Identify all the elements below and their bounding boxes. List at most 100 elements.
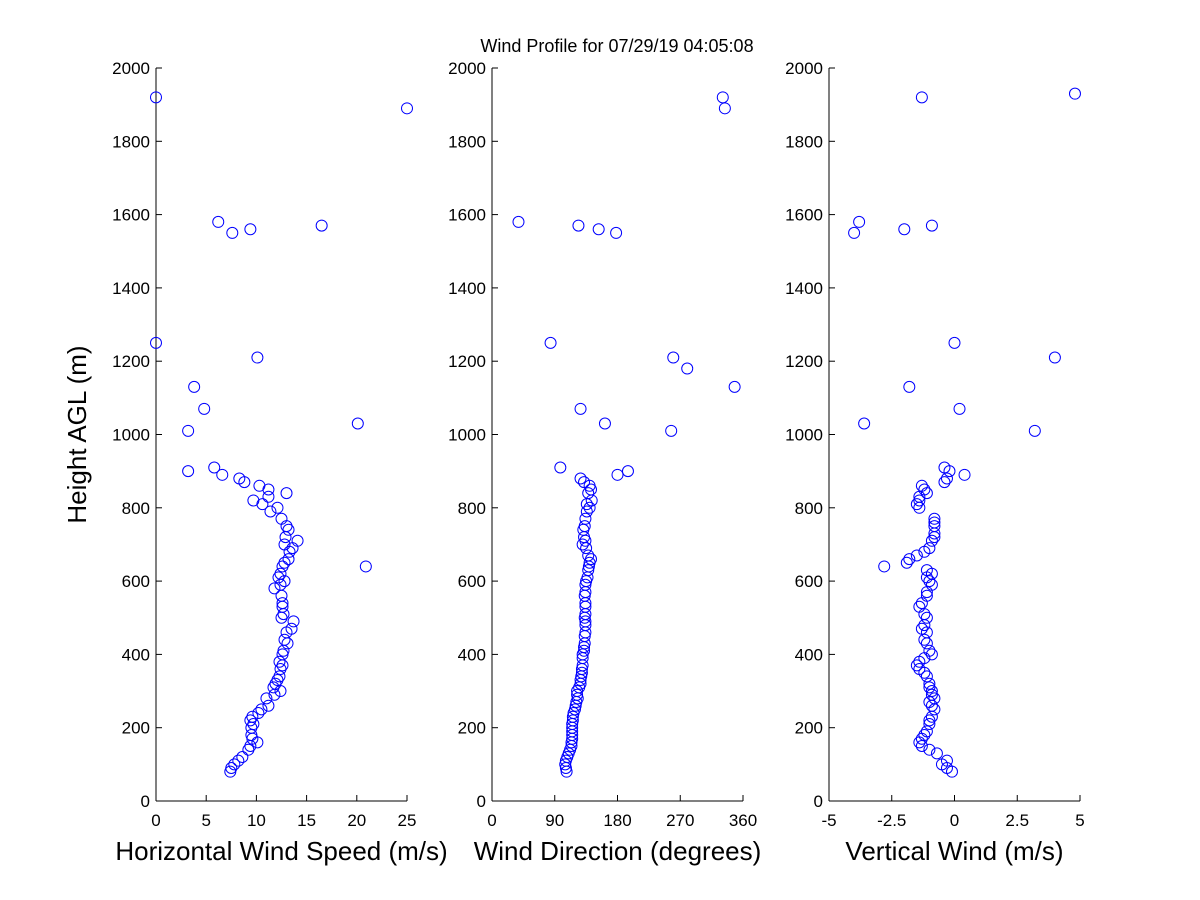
y-tick-label: 800 [122,499,150,518]
data-point [925,219,938,232]
data-point [900,556,913,569]
data-point [923,743,936,756]
data-point [572,219,585,232]
x-tick-label: 5 [201,811,210,830]
y-tick-label: 2000 [112,59,150,78]
data-point [925,534,938,547]
data-point [182,465,195,478]
data-point [256,498,269,511]
x-axis-label: Horizontal Wind Speed (m/s) [115,836,447,866]
data-point [212,215,225,228]
data-point [918,619,931,632]
y-tick-label: 1800 [785,132,823,151]
x-tick-label: 90 [545,811,564,830]
data-point [898,223,911,236]
data-point [918,633,931,646]
y-tick-label: 800 [795,499,823,518]
data-point [264,505,277,518]
data-point [281,637,294,650]
data-point [920,637,933,650]
data-series-direction [512,91,741,778]
data-point [915,740,928,753]
data-point [236,751,249,764]
data-point [262,483,275,496]
data-point [262,490,275,503]
data-point [583,556,596,569]
data-point [287,615,300,628]
data-point [251,736,264,749]
data-point [198,402,211,415]
data-point [903,553,916,566]
data-point [930,747,943,760]
data-point [570,696,583,709]
data-point [279,531,292,544]
data-point [583,501,596,514]
y-tick-label: 800 [458,499,486,518]
y-tick-label: 200 [795,719,823,738]
data-point [274,685,287,698]
data-point [728,380,741,393]
data-point [611,468,624,481]
x-axis-label: Vertical Wind (m/s) [845,836,1063,866]
data-point [953,402,966,415]
data-point [182,424,195,437]
data-point [910,498,923,511]
y-tick-label: 1000 [785,426,823,445]
data-point [268,688,281,701]
data-point [574,472,587,485]
data-point [913,494,926,507]
data-point [667,351,680,364]
y-tick-label: 1000 [112,426,150,445]
data-point [878,560,891,573]
y-tick-label: 1200 [448,352,486,371]
x-tick-label: 15 [297,811,316,830]
data-point [580,498,593,511]
data-point [913,501,926,514]
data-point [569,699,582,712]
x-tick-label: 360 [729,811,757,830]
data-point [351,417,364,430]
x-tick-label: 0 [151,811,160,830]
data-point [282,523,295,536]
data-point [598,417,611,430]
data-point [920,487,933,500]
data-point [208,461,221,474]
data-point [554,461,567,474]
data-point [958,468,971,481]
data-point [948,336,961,349]
y-tick-label: 1200 [112,352,150,371]
x-axis-label: Wind Direction (degrees) [474,836,762,866]
x-tick-label: 10 [247,811,266,830]
data-point [150,91,162,104]
data-point [621,465,634,478]
data-point [718,102,731,115]
data-series-vertical [848,87,1081,778]
x-tick-label: 2.5 [1005,811,1029,830]
data-point [945,765,958,778]
y-tick-label: 1800 [448,132,486,151]
data-point [580,542,593,555]
y-tick-label: 1800 [112,132,150,151]
data-point [273,655,286,668]
data-point [315,219,328,232]
data-point [925,685,938,698]
data-point [559,762,572,775]
panel-speed: 0 200 400 600 800 1000 1200 1400 1600 1800 2000 0 5 1… [62,59,448,866]
y-tick-label: 1400 [785,279,823,298]
y-tick-label: 1400 [448,279,486,298]
data-point [578,611,591,624]
x-tick-label: 270 [666,811,694,830]
data-point [232,754,245,767]
y-tick-label: 1000 [448,426,486,445]
data-series-speed [150,91,413,778]
x-tick-label: 0 [487,811,496,830]
y-tick-label: 600 [795,572,823,591]
data-point [244,223,257,236]
x-tick-label: 25 [398,811,417,830]
data-point [918,666,931,679]
data-point [918,545,931,558]
data-point [512,215,525,228]
data-point [276,560,289,573]
data-point [1028,424,1041,437]
